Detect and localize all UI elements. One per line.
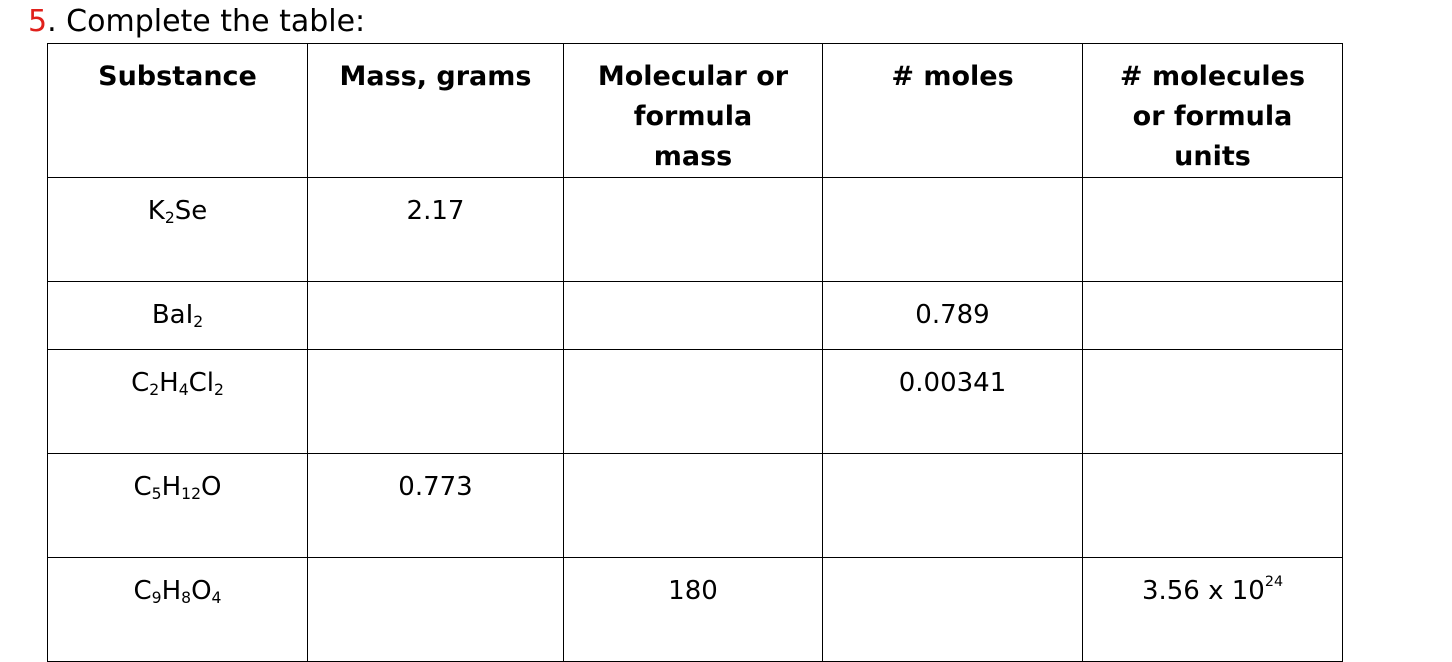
formula-element: H — [159, 368, 179, 398]
molecules-value: 3.56 x 10 — [1141, 576, 1265, 606]
formula-subscript: 2 — [214, 380, 224, 399]
formula-subscript: 4 — [178, 380, 189, 399]
formula-subscript: 12 — [181, 484, 201, 503]
mole-conversion-table: Substance Mass, grams Molecular or formu… — [47, 43, 1343, 662]
moles-cell[interactable]: 0.00341 — [822, 349, 1083, 454]
formula-element: Cl — [188, 368, 215, 398]
header-molecules: # molecules or formula units — [1082, 43, 1343, 178]
molecules-cell[interactable] — [1082, 453, 1343, 558]
molar-mass-cell[interactable] — [563, 281, 823, 350]
substance-formula: K2Se — [148, 196, 207, 226]
question-number-dot: . — [47, 4, 57, 39]
table-header-row: Substance Mass, grams Molecular or formu… — [47, 43, 1343, 178]
substance-cell: K2Se — [47, 177, 308, 282]
mass-cell[interactable]: 0.773 — [307, 453, 564, 558]
mass-value: 0.773 — [398, 472, 473, 502]
formula-element: K — [147, 196, 165, 226]
header-substance: Substance — [47, 43, 308, 178]
molecules-exponent: 24 — [1264, 574, 1284, 591]
question-text: Complete the table: — [56, 4, 366, 39]
table-row: C9H8O4 180 3.56 x 1024 — [47, 557, 1343, 662]
formula-element: BaI — [151, 300, 194, 330]
question-heading: 5. Complete the table: — [28, 2, 365, 42]
formula-subscript: 2 — [164, 208, 175, 227]
formula-subscript: 4 — [211, 588, 222, 607]
table-row: BaI2 0.789 — [47, 281, 1343, 350]
question-number: 5 — [28, 4, 48, 39]
formula-element: O — [201, 472, 222, 502]
substance-formula: C9H8O4 — [134, 576, 222, 606]
header-mass-grams: Mass, grams — [307, 43, 564, 178]
moles-cell[interactable] — [822, 557, 1083, 662]
formula-element: Se — [174, 196, 208, 226]
substance-formula: BaI2 — [152, 300, 203, 330]
mass-cell[interactable] — [307, 281, 564, 350]
header-molecular-mass-label: Molecular or formula mass — [597, 61, 789, 172]
formula-element: H — [161, 472, 182, 502]
molar-mass-cell[interactable] — [563, 177, 823, 282]
header-molecules-label: # molecules or formula units — [1119, 61, 1306, 172]
substance-cell: C5H12O — [47, 453, 308, 558]
formula-element: H — [161, 576, 182, 606]
molar-mass-value: 180 — [668, 576, 718, 606]
mass-cell[interactable] — [307, 557, 564, 662]
header-moles: # moles — [822, 43, 1083, 178]
moles-cell[interactable] — [822, 177, 1083, 282]
table-row: C2H4Cl2 0.00341 — [47, 349, 1343, 454]
molar-mass-cell[interactable] — [563, 349, 823, 454]
mass-cell[interactable]: 2.17 — [307, 177, 564, 282]
molar-mass-cell[interactable]: 180 — [563, 557, 823, 662]
formula-subscript: 8 — [181, 588, 192, 607]
moles-cell[interactable] — [822, 453, 1083, 558]
substance-cell: C2H4Cl2 — [47, 349, 308, 454]
moles-value: 0.00341 — [898, 368, 1007, 398]
moles-value: 0.789 — [915, 300, 990, 330]
molecules-cell[interactable] — [1082, 177, 1343, 282]
table-row: K2Se 2.17 — [47, 177, 1343, 282]
molecules-cell[interactable] — [1082, 349, 1343, 454]
substance-formula: C2H4Cl2 — [131, 368, 224, 398]
formula-element: C — [133, 576, 152, 606]
substance-cell: C9H8O4 — [47, 557, 308, 662]
molecules-cell[interactable] — [1082, 281, 1343, 350]
formula-element: O — [191, 576, 212, 606]
formula-element: C — [131, 368, 150, 398]
molar-mass-cell[interactable] — [563, 453, 823, 558]
formula-subscript: 2 — [149, 380, 160, 399]
substance-formula: C5H12O — [134, 472, 222, 502]
formula-subscript: 2 — [193, 312, 204, 331]
formula-element: C — [133, 472, 152, 502]
formula-subscript: 9 — [151, 588, 162, 607]
mass-value: 2.17 — [406, 196, 465, 226]
substance-cell: BaI2 — [47, 281, 308, 350]
header-molecular-mass: Molecular or formula mass — [563, 43, 823, 178]
mass-cell[interactable] — [307, 349, 564, 454]
formula-subscript: 5 — [151, 484, 162, 503]
molecules-cell[interactable]: 3.56 x 1024 — [1082, 557, 1343, 662]
moles-cell[interactable]: 0.789 — [822, 281, 1083, 350]
table-row: C5H12O 0.773 — [47, 453, 1343, 558]
